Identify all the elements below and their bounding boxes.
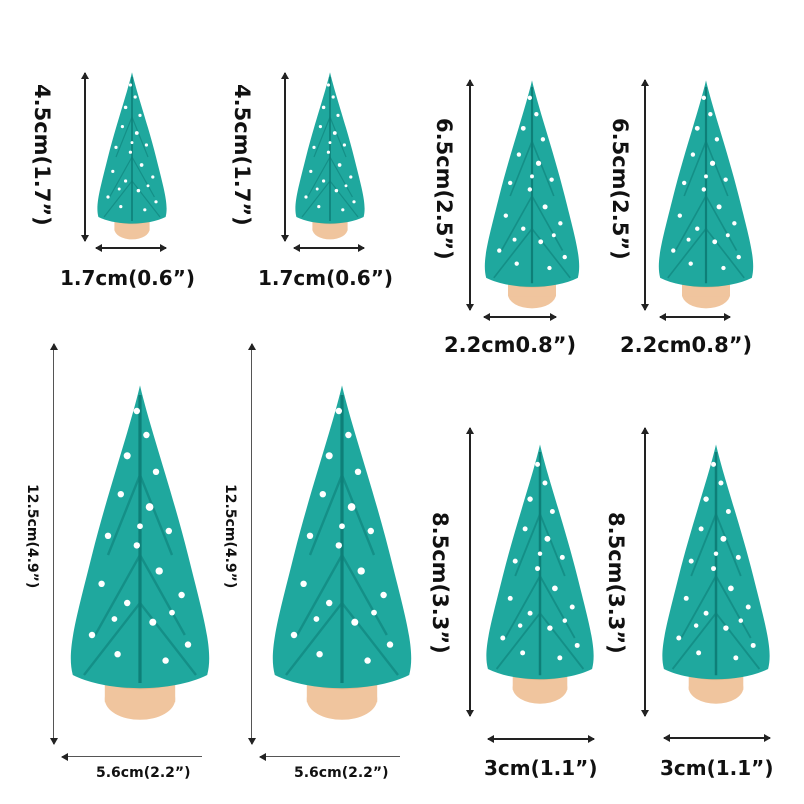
width-arrow [61,752,202,761]
height-arrow [641,427,648,717]
height-arrow [466,79,473,311]
width-arrow [659,313,731,320]
height-arrow [641,79,648,311]
width-label: 2.2cm0.8”) [620,333,753,357]
height-label: 6.5cm(2.5”) [432,118,456,260]
tree-image [476,76,588,316]
height-label: 4.5cm(1.7”) [30,84,54,226]
tree-image [654,430,778,722]
width-label: 2.2cm0.8”) [444,333,577,357]
height-arrow [247,343,256,745]
width-label: 1.7cm(0.6”) [60,266,195,290]
width-arrow [95,244,167,251]
tree-image [478,430,602,722]
height-label: 12.5cm(4.9”) [24,484,40,589]
tree-image [92,68,172,246]
width-arrow [259,752,400,761]
tree-image [650,76,762,316]
width-label: 1.7cm(0.6”) [258,266,393,290]
height-arrow [81,72,88,242]
height-arrow [466,427,473,717]
width-arrow [663,734,771,741]
height-label: 6.5cm(2.5”) [608,118,632,260]
height-label: 12.5cm(4.9”) [222,484,238,589]
width-label: 5.6cm(2.2”) [96,765,191,781]
tree-image [290,68,370,246]
tree-image [262,360,422,750]
height-arrow [49,343,58,745]
height-arrow [281,72,288,242]
height-label: 8.5cm(3.3”) [428,512,452,654]
width-label: 5.6cm(2.2”) [294,765,389,781]
width-arrow [483,313,557,320]
tree-image [60,360,220,750]
height-label: 8.5cm(3.3”) [604,512,628,654]
height-label: 4.5cm(1.7”) [230,84,254,226]
width-arrow [487,735,595,742]
width-label: 3cm(1.1”) [484,756,598,780]
width-arrow [293,244,365,251]
width-label: 3cm(1.1”) [660,756,774,780]
